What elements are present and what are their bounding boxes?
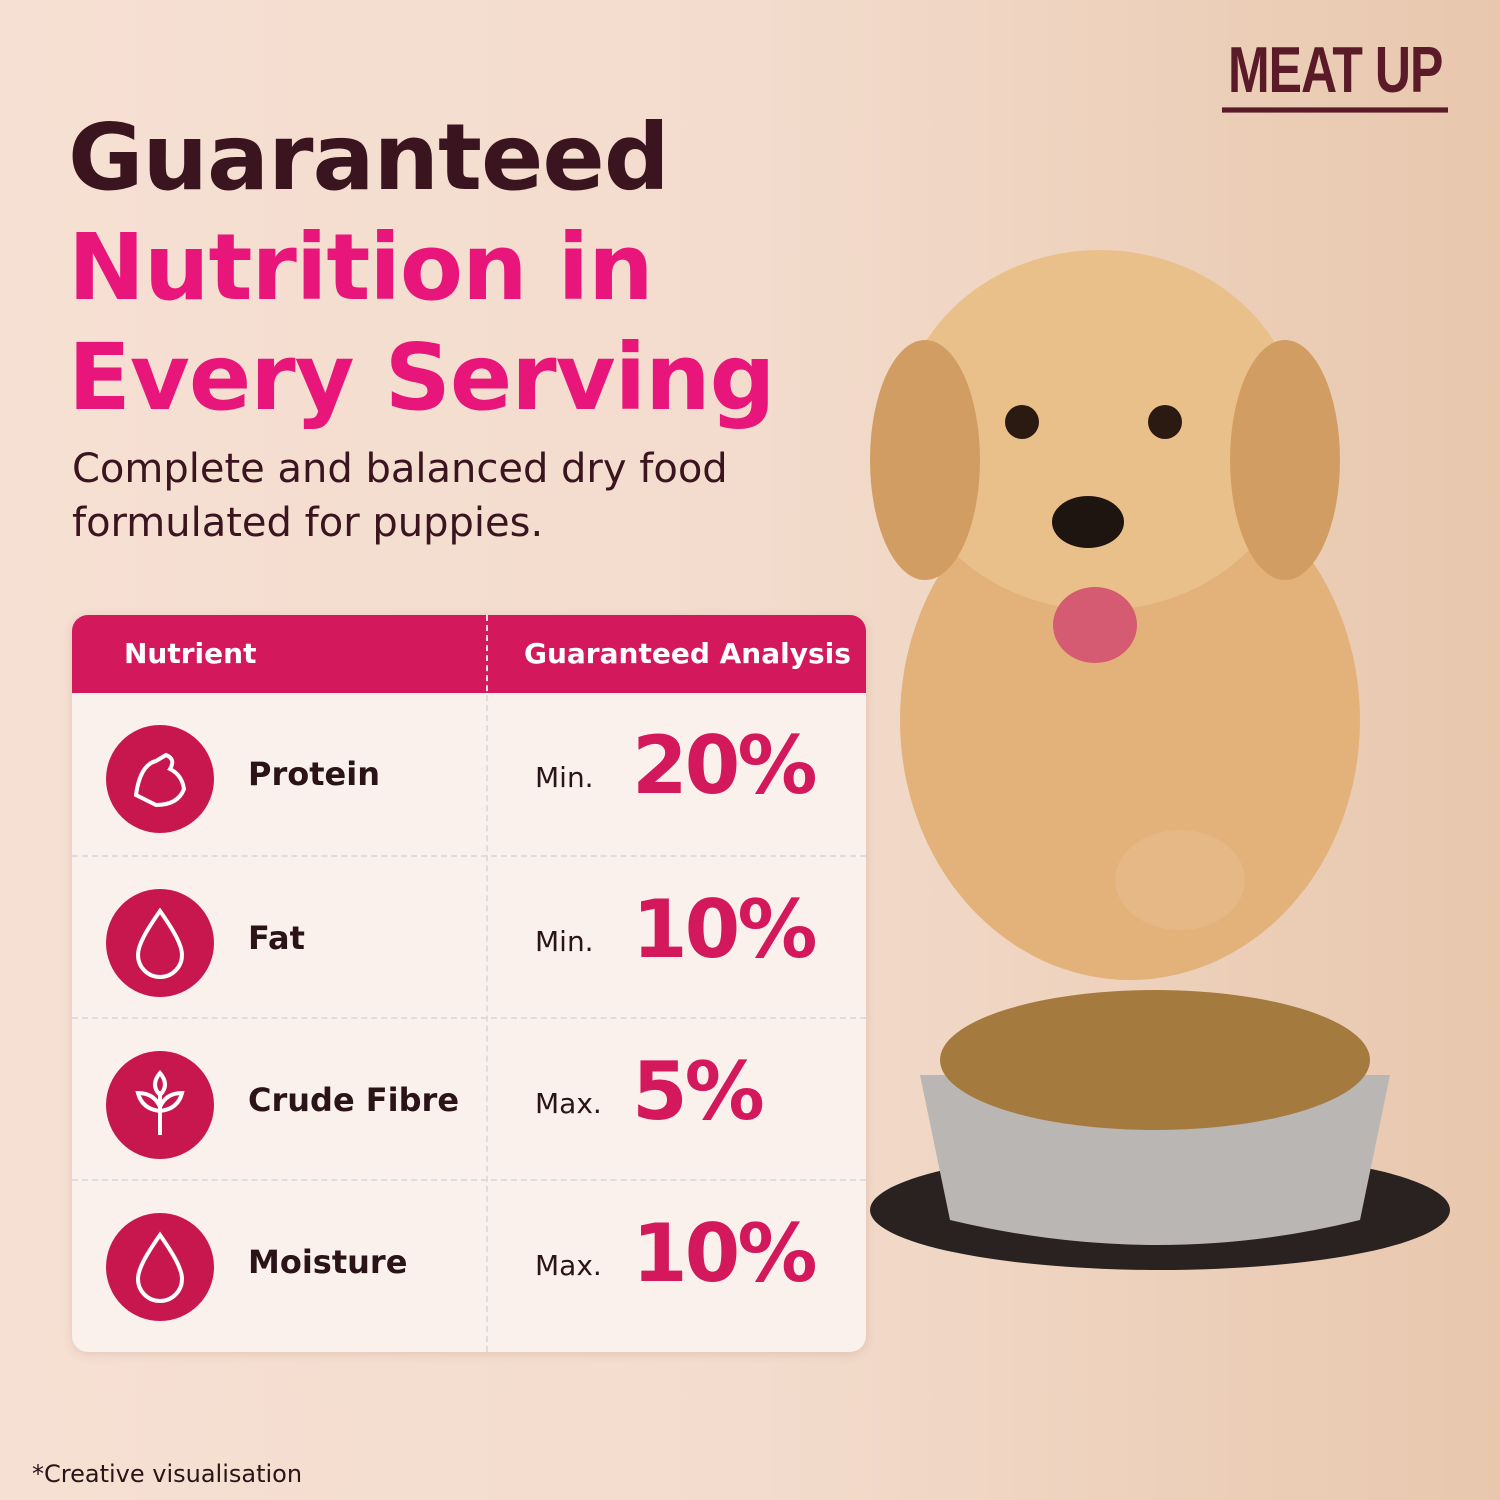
nutrient-name: Fat xyxy=(248,919,305,957)
puppy-ear xyxy=(870,340,980,580)
nutrient-name: Moisture xyxy=(248,1243,408,1281)
heading-line: Guaranteed xyxy=(68,104,670,211)
limit-qualifier: Max. xyxy=(535,1087,602,1120)
table-header: Nutrient Guaranteed Analysis xyxy=(72,615,866,693)
column-divider xyxy=(486,615,488,1352)
nutrient-icon xyxy=(106,1051,214,1159)
nutrition-table: Nutrient Guaranteed Analysis Protein Min.… xyxy=(72,615,866,1352)
limit-qualifier: Max. xyxy=(535,1249,602,1282)
analysis-value: 20% xyxy=(632,719,817,812)
puppy-nose xyxy=(1052,496,1124,548)
nutrient-icon xyxy=(106,1213,214,1321)
puppy-tongue xyxy=(1053,587,1137,663)
analysis-value: 10% xyxy=(632,883,817,976)
brand-logo: MEAT UP xyxy=(1222,32,1449,113)
puppy-head xyxy=(900,250,1300,610)
subtitle-line: Complete and balanced dry food xyxy=(72,446,728,492)
footnote: *Creative visualisation xyxy=(32,1460,303,1488)
kibble xyxy=(940,990,1370,1130)
limit-qualifier: Min. xyxy=(535,761,594,794)
nutrient-icon xyxy=(106,725,214,833)
subtitle-line: formulated for puppies. xyxy=(72,500,544,546)
header-cell: Nutrient xyxy=(124,637,257,670)
puppy-eye xyxy=(1005,405,1039,439)
nutrient-name: Protein xyxy=(248,755,380,793)
table-row: Fat Min. 10% xyxy=(72,855,866,1019)
heading-line: Nutrition in xyxy=(68,214,654,321)
analysis-value: 10% xyxy=(632,1207,817,1300)
nutrient-icon xyxy=(106,889,214,997)
analysis-value: 5% xyxy=(632,1045,765,1138)
header-cell: Guaranteed Analysis xyxy=(524,637,851,670)
table-row: Crude Fibre Max. 5% xyxy=(72,1017,866,1181)
puppy-paw xyxy=(1115,830,1245,930)
table-row: Moisture Max. 10% xyxy=(72,1179,866,1343)
limit-qualifier: Min. xyxy=(535,925,594,958)
puppy-eye xyxy=(1148,405,1182,439)
table-row: Protein Min. 20% xyxy=(72,693,866,855)
heading-line: Every Serving xyxy=(68,324,775,431)
puppy-ear xyxy=(1230,340,1340,580)
nutrient-name: Crude Fibre xyxy=(248,1081,460,1119)
